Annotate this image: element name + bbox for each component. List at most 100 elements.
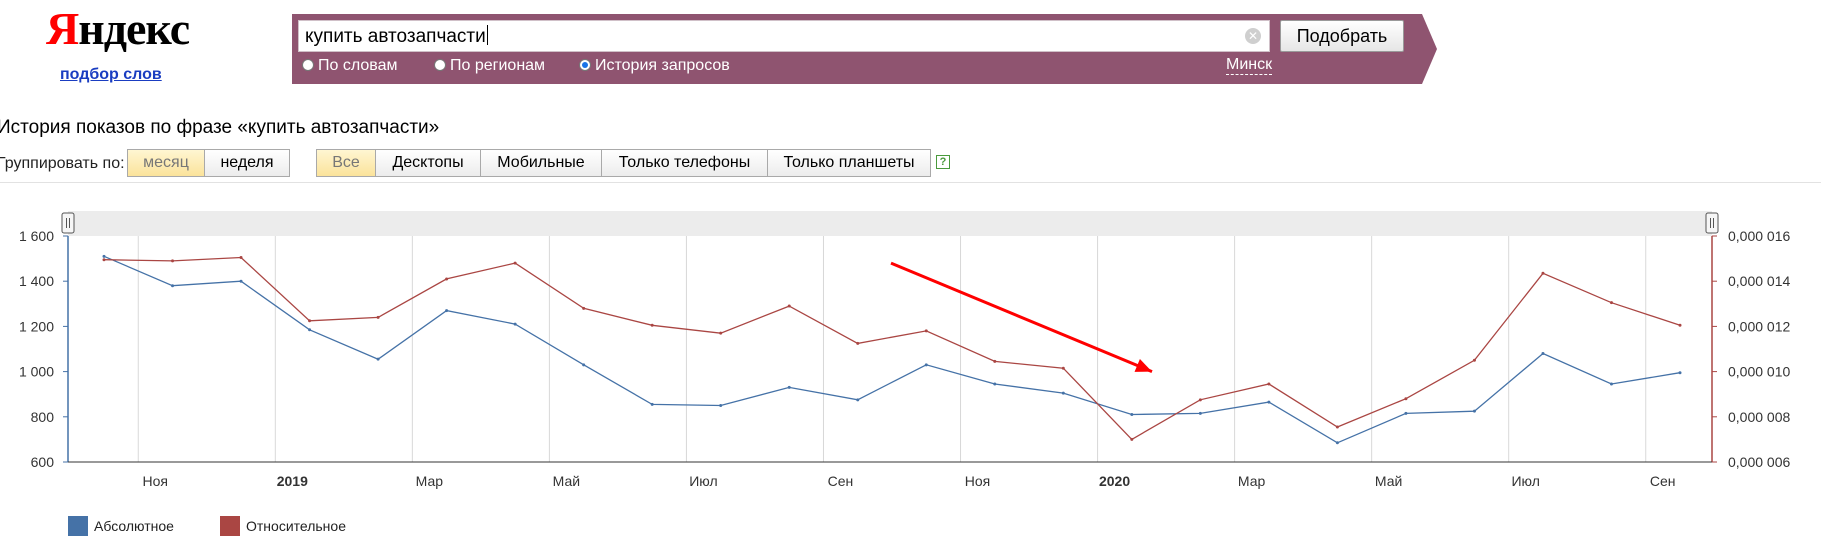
data-point bbox=[513, 322, 517, 326]
y-left-tick-label: 800 bbox=[31, 409, 55, 425]
wordstat-link[interactable]: подбор слов bbox=[60, 66, 162, 83]
clear-icon[interactable]: ✕ bbox=[1245, 28, 1261, 44]
radio-label: По словам bbox=[318, 57, 398, 74]
region-link[interactable]: Минск bbox=[1226, 56, 1273, 75]
search-query: купить автозапчасти bbox=[305, 26, 486, 47]
data-point bbox=[239, 255, 243, 259]
x-tick-label: 2020 bbox=[1099, 473, 1130, 489]
logo-text: ндекс bbox=[78, 3, 190, 54]
data-point bbox=[1335, 441, 1339, 445]
y-left-tick-label: 1 400 bbox=[19, 273, 54, 289]
y-left-tick-label: 1 000 bbox=[19, 364, 54, 380]
data-point bbox=[993, 359, 997, 363]
data-point bbox=[1198, 398, 1202, 402]
trend-arrow-line bbox=[890, 261, 1153, 373]
y-right-tick-label: 0,000 014 bbox=[1728, 273, 1790, 289]
legend-label: Абсолютное bbox=[94, 518, 174, 534]
x-tick-label: Май bbox=[553, 473, 580, 489]
legend-item-relative[interactable]: Относительное bbox=[220, 516, 346, 536]
y-right-tick-label: 0,000 006 bbox=[1728, 454, 1790, 470]
data-point bbox=[1061, 391, 1065, 395]
data-point bbox=[787, 385, 791, 389]
y-left-tick-label: 1 600 bbox=[19, 228, 54, 244]
data-point bbox=[650, 323, 654, 327]
radio-query-history[interactable]: История запросов bbox=[579, 57, 730, 75]
x-tick-label: Июл bbox=[689, 473, 717, 489]
range-handle-right[interactable] bbox=[1705, 212, 1719, 234]
data-point bbox=[308, 319, 312, 323]
data-point bbox=[993, 382, 997, 386]
radio-by-regions[interactable]: По регионам bbox=[434, 57, 545, 75]
navigator-band bbox=[68, 211, 1712, 236]
device-tablets-button[interactable]: Только планшеты bbox=[767, 149, 931, 177]
data-point bbox=[856, 341, 860, 345]
radio-by-words[interactable]: По словам bbox=[302, 57, 397, 75]
legend-swatch bbox=[220, 516, 240, 536]
x-tick-label: Ноя bbox=[965, 473, 990, 489]
data-point bbox=[719, 331, 723, 335]
group-week-button[interactable]: неделя bbox=[204, 149, 290, 177]
data-point bbox=[1198, 411, 1202, 415]
data-point bbox=[308, 328, 312, 332]
legend-swatch bbox=[68, 516, 88, 536]
y-left-tick-label: 1 200 bbox=[19, 318, 54, 334]
data-point bbox=[719, 404, 723, 407]
data-point bbox=[1609, 382, 1613, 386]
data-point bbox=[1404, 411, 1408, 415]
data-point bbox=[1267, 382, 1271, 386]
x-tick-label: Мар bbox=[1238, 473, 1266, 489]
radio-dot[interactable] bbox=[302, 59, 314, 71]
data-point bbox=[1678, 371, 1682, 375]
series-line-relative bbox=[103, 256, 1681, 441]
data-point bbox=[376, 357, 380, 361]
x-tick-label: Май bbox=[1375, 473, 1402, 489]
data-point bbox=[856, 398, 860, 402]
yandex-logo[interactable]: Яндекс bbox=[46, 3, 190, 54]
device-desktop-button[interactable]: Десктопы bbox=[375, 149, 481, 177]
data-point bbox=[171, 259, 175, 263]
help-icon[interactable]: ? bbox=[936, 155, 950, 169]
range-handle-left[interactable] bbox=[61, 212, 75, 234]
y-left-tick-label: 600 bbox=[31, 454, 55, 470]
text-caret bbox=[486, 25, 488, 45]
data-point bbox=[1130, 437, 1134, 441]
data-point bbox=[102, 258, 106, 262]
y-right-tick-label: 0,000 012 bbox=[1728, 318, 1790, 334]
data-point bbox=[1472, 409, 1476, 413]
legend-label: Относительное bbox=[246, 518, 346, 534]
history-chart: 600 800 1 000 1 200 1 400 1 600 0,000 006 0,000… bbox=[19, 211, 1790, 489]
search-input[interactable]: купить автозапчасти ✕ bbox=[298, 20, 1270, 52]
data-point bbox=[239, 279, 243, 283]
page-title: История показов по фразе «купить автозап… bbox=[0, 117, 440, 138]
data-point bbox=[582, 306, 586, 310]
chart-container: 600 800 1 000 1 200 1 400 1 600 0,000 006 0,000… bbox=[0, 182, 1821, 537]
y-right-tick-label: 0,000 008 bbox=[1728, 409, 1790, 425]
data-point bbox=[445, 277, 449, 281]
x-tick-label: 2019 bbox=[277, 473, 308, 489]
data-point bbox=[102, 254, 106, 258]
x-tick-label: Ноя bbox=[143, 473, 168, 489]
data-point bbox=[924, 363, 928, 367]
radio-dot-checked[interactable] bbox=[579, 59, 591, 71]
data-point bbox=[445, 309, 449, 313]
data-point bbox=[1541, 271, 1545, 275]
data-point bbox=[1404, 397, 1408, 401]
x-tick-label: Сен bbox=[1650, 473, 1676, 489]
trend-arrow-head bbox=[1134, 358, 1152, 372]
radio-dot[interactable] bbox=[434, 59, 446, 71]
y-right-tick-label: 0,000 016 bbox=[1728, 228, 1790, 244]
group-month-button[interactable]: месяц bbox=[127, 149, 205, 177]
device-all-button[interactable]: Все bbox=[316, 149, 376, 177]
data-point bbox=[376, 315, 380, 319]
radio-label: История запросов bbox=[595, 57, 730, 74]
submit-button[interactable]: Подобрать bbox=[1280, 20, 1404, 52]
logo-letter: Я bbox=[46, 3, 79, 54]
data-point bbox=[171, 284, 175, 288]
device-phones-button[interactable]: Только телефоны bbox=[601, 149, 768, 177]
data-point bbox=[1541, 352, 1545, 356]
data-point bbox=[1678, 323, 1682, 327]
x-tick-label: Сен bbox=[828, 473, 854, 489]
x-tick-label: Июл bbox=[1511, 473, 1539, 489]
device-mobile-button[interactable]: Мобильные bbox=[480, 149, 602, 177]
legend-item-absolute[interactable]: Абсолютное bbox=[68, 516, 174, 536]
